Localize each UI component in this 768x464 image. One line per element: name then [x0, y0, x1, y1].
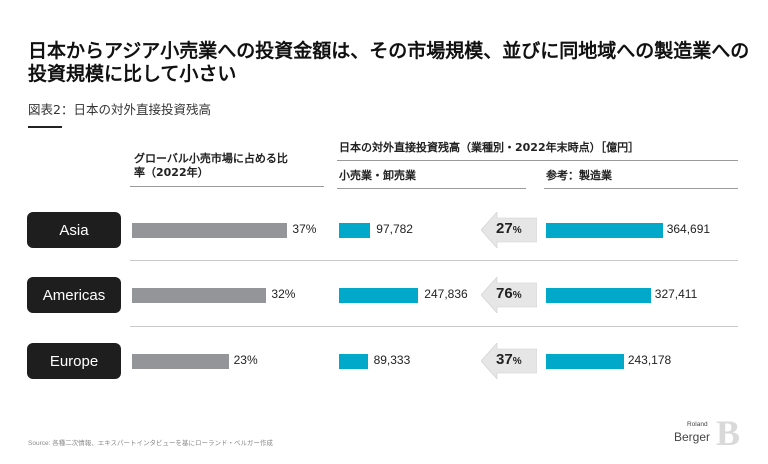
retail-value-europe: 89,333	[373, 353, 411, 367]
roland-berger-logo-mark: B	[716, 413, 741, 453]
ratio-arrow-icon	[481, 212, 537, 248]
share-value-europe: 23%	[233, 353, 258, 367]
manufacturing-value-europe: 243,178	[627, 353, 672, 367]
subtitle-underline	[28, 126, 62, 128]
ratio-value-americas: 76%	[496, 285, 522, 302]
share-bar-americas	[132, 288, 267, 303]
retail-bar-europe	[339, 354, 368, 369]
source-note: Source: 各種二次情報、エキスパートインタビューを基にローランド・ベルガー…	[28, 440, 273, 447]
header-fdi-group: 日本の対外直接投資残高（業種別・2022年末時点）［億円］	[339, 141, 640, 154]
ratio-percent-sign: %	[512, 356, 522, 367]
retail-bar-americas	[339, 288, 419, 303]
ratio-percent-sign: %	[512, 225, 522, 236]
share-value-asia: 37%	[292, 222, 317, 236]
logo-text-bottom: Berger	[674, 430, 711, 444]
header-market-share-rule	[130, 186, 324, 187]
row-separator	[130, 326, 738, 327]
share-bar-europe	[132, 354, 229, 369]
ratio-number: 76	[496, 285, 513, 302]
retail-value-americas: 247,836	[424, 287, 468, 301]
header-retail-rule	[337, 188, 526, 189]
retail-bar-asia	[339, 223, 371, 238]
ratio-number: 37	[496, 351, 513, 368]
manufacturing-value-asia: 364,691	[666, 222, 711, 236]
header-retail: 小売業・卸売業	[339, 169, 416, 182]
ratio-percent-sign: %	[512, 290, 522, 301]
ratio-arrow-icon	[481, 343, 537, 379]
ratio-value-asia: 27%	[496, 220, 522, 237]
header-manufacturing-rule	[544, 188, 738, 189]
region-label-europe: Europe	[27, 343, 121, 379]
region-label-americas: Americas	[27, 277, 121, 313]
retail-value-asia: 97,782	[376, 222, 413, 236]
share-value-americas: 32%	[271, 287, 296, 301]
manufacturing-value-americas: 327,411	[654, 287, 698, 301]
header-manufacturing: 参考：製造業	[546, 169, 612, 182]
chart-subtitle: 図表2：日本の対外直接投資残高	[28, 102, 211, 117]
chart-title: 日本からアジア小売業への投資金額は、その市場規模、並びに同地域への製造業への投資…	[28, 40, 750, 85]
header-fdi-group-rule	[337, 160, 738, 161]
manufacturing-bar-americas	[546, 288, 651, 303]
manufacturing-bar-asia	[546, 223, 663, 238]
ratio-number: 27	[496, 220, 513, 237]
logo-text-top: Roland	[687, 421, 708, 428]
manufacturing-bar-europe	[546, 354, 624, 369]
ratio-value-europe: 37%	[496, 351, 522, 368]
share-bar-asia	[132, 223, 288, 238]
region-label-asia: Asia	[27, 212, 121, 248]
ratio-arrow-icon	[481, 277, 537, 313]
header-market-share: グローバル小売市場に占める比率（2022年）	[134, 152, 288, 179]
row-separator	[130, 260, 738, 261]
